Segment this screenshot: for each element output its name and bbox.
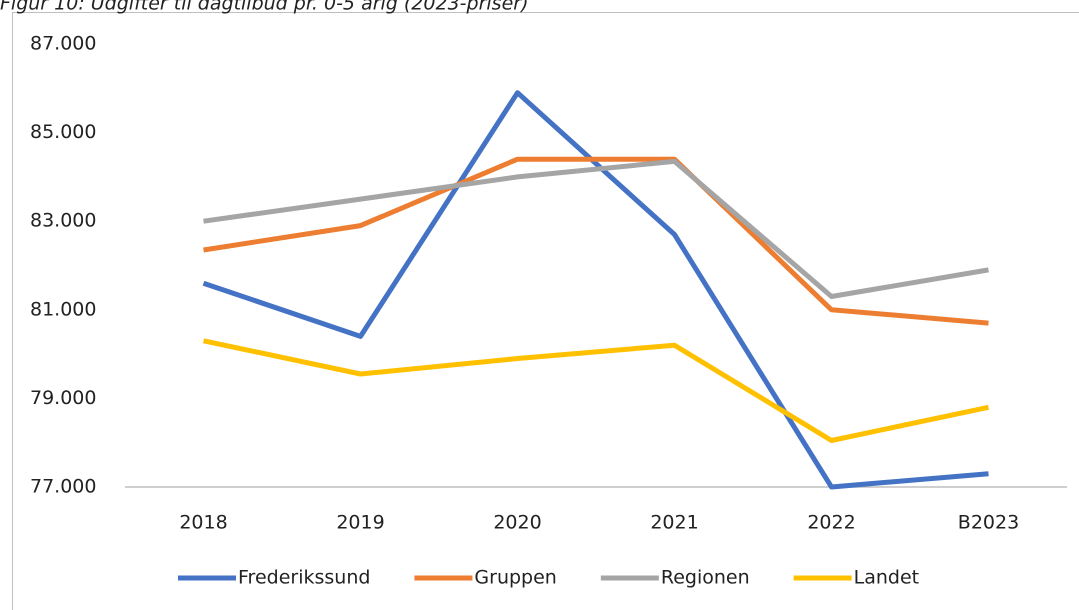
y-tick-label: 81.000	[30, 298, 96, 320]
y-tick-label: 77.000	[30, 476, 96, 498]
x-tick-label: 2018	[179, 512, 227, 534]
legend-label: Regionen	[661, 567, 750, 589]
title-strip	[0, 0, 1079, 12]
x-tick-label: B2023	[958, 512, 1019, 534]
chart-title: Figur 10: Udgifter til dagtilbud pr. 0-5…	[0, 0, 528, 15]
x-tick-label: 2019	[336, 512, 384, 534]
y-tick-label: 87.000	[30, 33, 96, 55]
series-line	[202, 90, 989, 490]
y-tick-label: 79.000	[30, 387, 96, 409]
series-line	[203, 158, 989, 299]
series-line	[202, 338, 990, 443]
y-tick-label: 85.000	[30, 121, 96, 143]
x-tick-label: 2020	[493, 512, 541, 534]
legend-label: Landet	[854, 567, 919, 589]
legend-label: Gruppen	[474, 567, 556, 589]
series-line	[203, 156, 989, 326]
x-tick-label: 2022	[807, 512, 855, 534]
x-tick-label: 2021	[650, 512, 698, 534]
legend-label: Frederikssund	[238, 567, 370, 589]
y-tick-label: 83.000	[30, 210, 96, 232]
chart-frame	[12, 12, 1079, 610]
